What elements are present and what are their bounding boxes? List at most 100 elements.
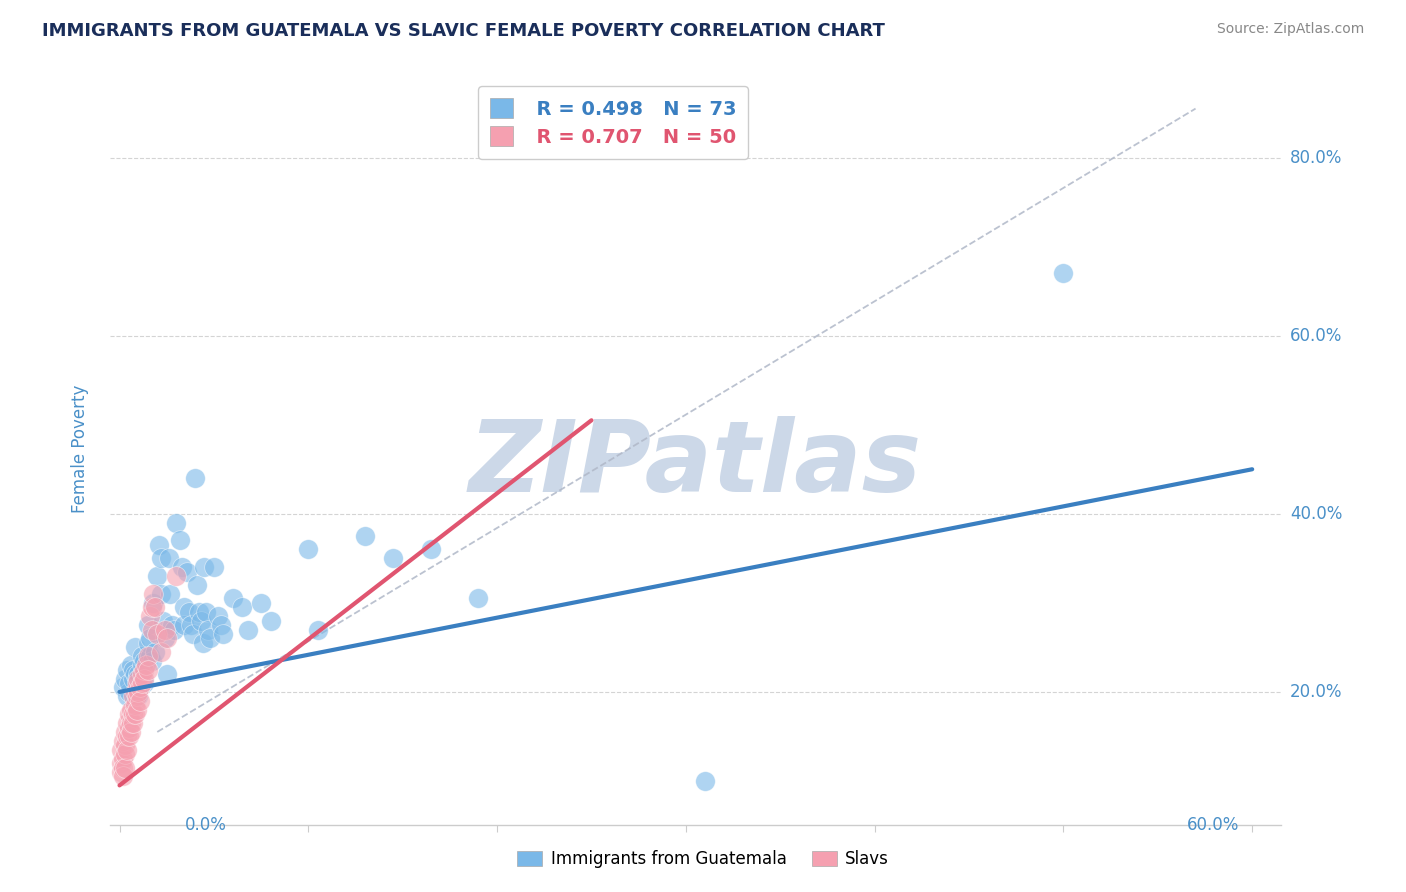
Point [110,756,132,771]
Text: 40.0%: 40.0% [1289,505,1343,523]
Point [193,560,215,574]
Point [132,672,155,686]
Point [250,596,273,610]
Point [121,672,143,686]
Point [211,618,233,632]
Point [121,707,143,722]
Point [222,591,245,606]
Point [142,587,165,601]
Text: Source: ZipAtlas.com: Source: ZipAtlas.com [1216,22,1364,37]
Point [156,632,179,646]
Point [184,471,207,485]
Point [191,636,214,650]
Point [136,618,159,632]
Point [136,636,159,650]
Point [136,663,159,677]
Text: ZIPatlas: ZIPatlas [468,416,922,513]
Point [112,752,135,766]
Point [186,578,208,592]
Point [114,747,136,762]
Point [259,614,281,628]
Point [118,676,141,690]
Point [138,632,160,646]
Point [382,551,405,566]
Point [150,645,173,659]
Point [150,587,173,601]
Point [115,716,138,731]
Point [127,672,149,686]
Point [132,654,155,668]
Point [693,773,716,788]
Point [115,690,138,704]
Point [120,703,142,717]
Point [110,764,132,779]
Point [181,627,204,641]
Point [124,640,146,655]
Point [138,649,160,664]
Point [132,676,155,690]
Point [124,707,146,722]
Point [195,605,218,619]
Point [231,600,253,615]
Point [148,538,170,552]
Point [135,658,157,673]
Point [307,623,329,637]
Point [141,600,163,615]
Point [118,730,141,744]
Point [157,551,180,566]
Point [121,663,143,677]
Point [127,681,149,695]
Text: 20.0%: 20.0% [1289,683,1343,701]
Legend:   R = 0.498   N = 73,   R = 0.707   N = 50: R = 0.498 N = 73, R = 0.707 N = 50 [478,87,748,159]
Point [170,560,193,574]
Point [131,667,153,681]
Point [141,654,163,668]
Point [114,761,136,775]
Point [125,703,148,717]
Point [354,529,377,543]
Point [207,609,229,624]
Point [131,658,153,673]
Point [163,623,186,637]
Point [180,618,202,632]
Point [131,676,153,690]
Point [159,587,181,601]
Point [129,694,152,708]
Point [112,734,135,748]
Point [146,627,169,641]
Point [142,596,165,610]
Point [467,591,489,606]
Point [118,707,141,722]
Point [165,516,187,530]
Point [1052,266,1074,280]
Point [127,685,149,699]
Point [162,618,184,632]
Point [112,761,135,775]
Point [187,605,209,619]
Point [156,667,179,681]
Text: IMMIGRANTS FROM GUATEMALA VS SLAVIC FEMALE POVERTY CORRELATION CHART: IMMIGRANTS FROM GUATEMALA VS SLAVIC FEMA… [42,22,884,40]
Point [420,542,443,557]
Point [236,623,259,637]
Legend: Immigrants from Guatemala, Slavs: Immigrants from Guatemala, Slavs [510,844,896,875]
Point [176,565,198,579]
Point [127,667,149,681]
Text: 60.0%: 60.0% [1187,816,1239,834]
Point [115,663,138,677]
Point [169,533,191,548]
Point [125,690,148,704]
Point [173,618,195,632]
Point [125,672,148,686]
Point [124,685,146,699]
Point [132,663,155,677]
Point [136,649,159,664]
Point [115,743,138,757]
Point [145,645,167,659]
Point [115,730,138,744]
Point [146,569,169,583]
Point [145,600,167,615]
Point [202,560,225,574]
Point [110,743,132,757]
Y-axis label: Female Poverty: Female Poverty [72,385,89,514]
Point [153,632,176,646]
